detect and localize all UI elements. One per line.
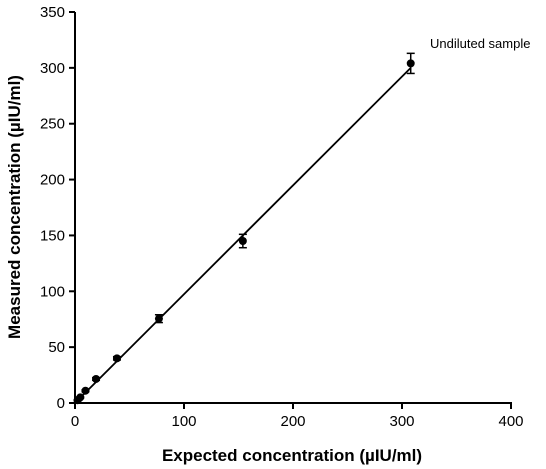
x-tick-label: 0: [71, 413, 79, 430]
data-points: [73, 52, 415, 405]
y-axis-title: Measured concentration (µIU/ml): [5, 75, 24, 339]
axes: [74, 12, 512, 404]
x-tick-label: 200: [280, 413, 305, 430]
x-tick-label: 100: [171, 413, 196, 430]
y-tick-label: 150: [40, 227, 65, 244]
y-tick-label: 200: [40, 172, 65, 189]
data-point: [154, 314, 163, 323]
data-point: [81, 386, 90, 395]
data-point: [76, 393, 85, 402]
data-point: [406, 59, 415, 68]
data-point: [238, 237, 247, 246]
annotation-undiluted-sample: Undiluted sample: [430, 36, 530, 51]
x-axis-title: Expected concentration (µIU/ml): [162, 446, 422, 465]
data-point: [112, 354, 121, 363]
ticks: 0 100 200 300 400 0 50 100 150 200 250 300 350: [40, 4, 524, 430]
x-tick-label: 300: [389, 413, 414, 430]
y-tick-label: 100: [40, 283, 65, 300]
y-tick-label: 50: [48, 339, 65, 356]
y-tick-label: 300: [40, 60, 65, 77]
x-tick-label: 400: [498, 413, 523, 430]
data-point: [92, 374, 101, 383]
y-tick-label: 0: [57, 395, 65, 412]
y-tick-label: 350: [40, 4, 65, 21]
y-tick-label: 250: [40, 116, 65, 133]
